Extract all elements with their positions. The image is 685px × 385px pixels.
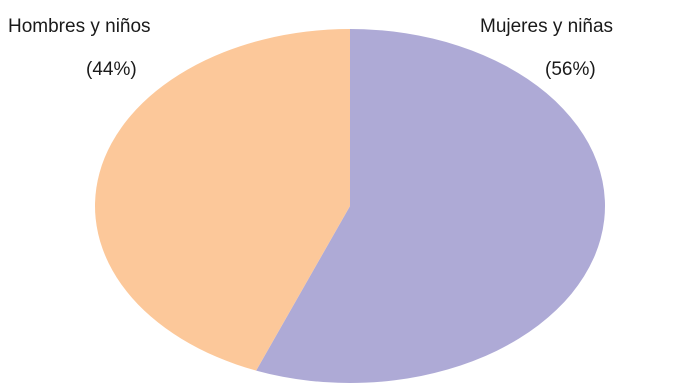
pie-slice-mujeres	[256, 29, 606, 383]
slice-label-mujeres: Mujeres y niñas (56%)	[480, 16, 613, 80]
slice-label-hombres: Hombres y niños (44%)	[8, 16, 151, 80]
pie-slices	[95, 29, 606, 383]
slice-name-hombres: Hombres y niños	[8, 16, 151, 37]
slice-percent-hombres: (44%)	[86, 59, 137, 80]
pie-slice-hombres	[95, 29, 350, 371]
slice-name-mujeres: Mujeres y niñas	[480, 16, 613, 37]
slice-percent-mujeres: (56%)	[545, 59, 596, 80]
